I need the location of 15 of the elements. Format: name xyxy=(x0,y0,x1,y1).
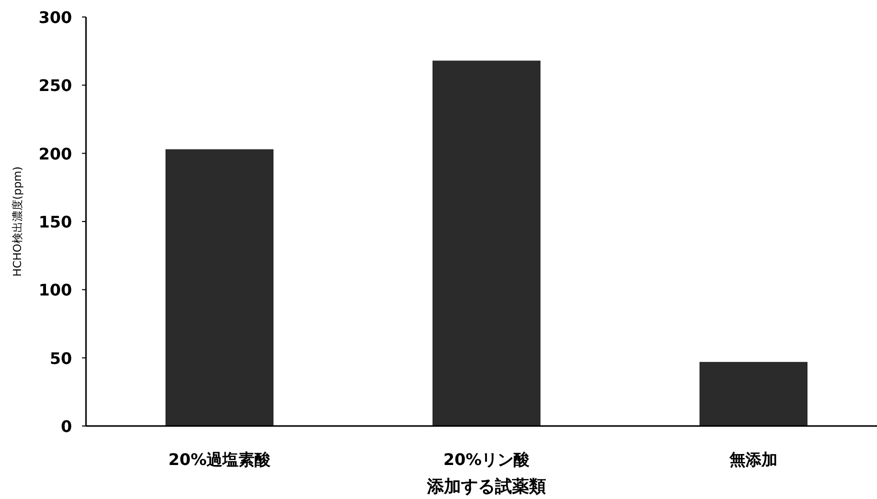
bar xyxy=(700,362,808,426)
y-tick-label: 100 xyxy=(38,280,72,300)
y-tick-label: 200 xyxy=(38,144,72,164)
y-tick-label: 300 xyxy=(38,8,72,27)
y-tick-label: 0 xyxy=(60,417,72,436)
y-tick-label: 250 xyxy=(38,76,72,96)
bar xyxy=(432,60,540,426)
x-tick-label: 無添加 xyxy=(728,450,778,469)
bar xyxy=(166,149,274,426)
x-tick-label: 20%過塩素酸 xyxy=(168,450,272,469)
y-tick-label: 50 xyxy=(50,348,72,368)
x-axis-title: 添加する試薬類 xyxy=(426,477,546,497)
x-tick-label: 20%リン酸 xyxy=(443,450,531,469)
y-axis-title: HCHO検出濃度(ppm) xyxy=(11,166,24,277)
y-tick-label: 150 xyxy=(38,212,72,232)
